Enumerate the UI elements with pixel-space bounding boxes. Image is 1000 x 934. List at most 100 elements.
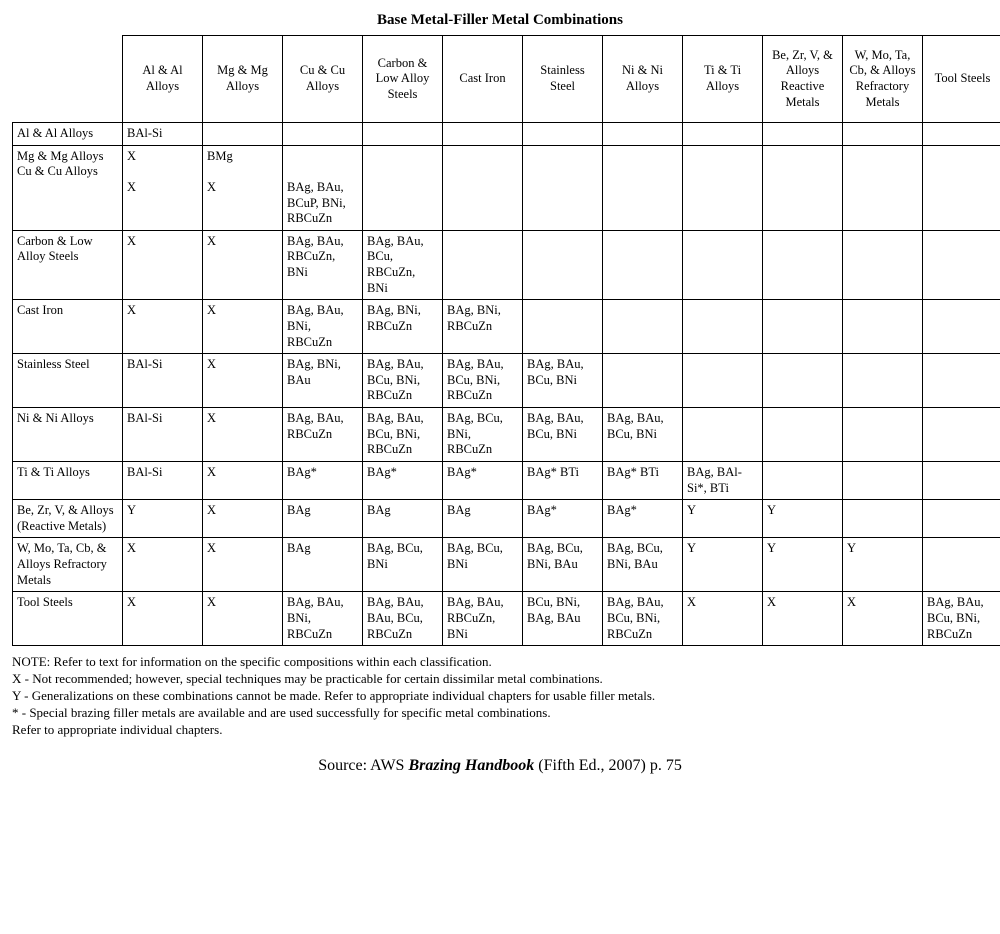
col-header: Cast Iron [443, 36, 523, 123]
table-cell [843, 354, 923, 408]
row-header: Stainless Steel [13, 354, 123, 408]
table-cell: BAg, BCu, BNi, BAu [603, 538, 683, 592]
table-cell [443, 230, 523, 300]
table-cell [443, 123, 523, 146]
table-cell: BAg, BNi, BAu [283, 354, 363, 408]
table-cell: BCu, BNi, BAg, BAu [523, 592, 603, 646]
table-row: Mg & Mg Alloys Cu & Cu AlloysX XBMg X BA… [13, 145, 1000, 230]
table-cell: BAg* BTi [603, 461, 683, 499]
table-cell [603, 123, 683, 146]
table-cell: BAg [443, 500, 523, 538]
table-cell: BAg, BAu, BCu, BNi, RBCuZn [443, 354, 523, 408]
table-cell: BAg, BCu, BNi [443, 538, 523, 592]
table-cell [763, 461, 843, 499]
table-cell [923, 461, 1000, 499]
table-cell: X [123, 538, 203, 592]
col-header: Be, Zr, V, & Alloys Reactive Metals [763, 36, 843, 123]
page-title: Base Metal-Filler Metal Combinations [12, 12, 988, 29]
table-cell: BAg, BAu, BCu, BNi [523, 408, 603, 462]
table-cell: X [203, 408, 283, 462]
table-cell: BAg, BCu, BNi [363, 538, 443, 592]
table-body: Al & Al AlloysBAl-SiMg & Mg Alloys Cu & … [13, 123, 1000, 646]
table-cell: Y [763, 500, 843, 538]
table-row: Stainless SteelBAl-SiXBAg, BNi, BAuBAg, … [13, 354, 1000, 408]
table-cell: BAg* [283, 461, 363, 499]
table-cell [443, 145, 523, 230]
col-header: W, Mo, Ta, Cb, & Alloys Refractory Metal… [843, 36, 923, 123]
table-row: Tool SteelsXXBAg, BAu, BNi, RBCuZnBAg, B… [13, 592, 1000, 646]
note-line: * - Special brazing filler metals are av… [12, 705, 988, 722]
table-cell: BAg, BNi, RBCuZn [443, 300, 523, 354]
table-cell: BAg, BAu, BCu, BNi, RBCuZn [363, 354, 443, 408]
table-cell [763, 408, 843, 462]
row-header: Mg & Mg Alloys Cu & Cu Alloys [13, 145, 123, 230]
table-cell [603, 145, 683, 230]
table-cell: BAl-Si [123, 123, 203, 146]
table-cell: BAg, BAu, BCuP, BNi, RBCuZn [283, 145, 363, 230]
table-cell [923, 500, 1000, 538]
table-cell: X [123, 300, 203, 354]
table-cell: BAg, BAu, RBCuZn, BNi [443, 592, 523, 646]
table-cell: BAg, BCu, BNi, RBCuZn [443, 408, 523, 462]
table-row: W, Mo, Ta, Cb, & Alloys Refractory Metal… [13, 538, 1000, 592]
table-cell [523, 300, 603, 354]
table-row: Ti & Ti AlloysBAl-SiXBAg*BAg*BAg*BAg* BT… [13, 461, 1000, 499]
row-header: Cast Iron [13, 300, 123, 354]
table-cell [763, 230, 843, 300]
table-cell: BAg* [523, 500, 603, 538]
table-cell: X [123, 230, 203, 300]
source-title: Brazing Handbook [408, 757, 534, 774]
table-cell: BAg* [443, 461, 523, 499]
col-header: Mg & Mg Alloys [203, 36, 283, 123]
table-cell [363, 123, 443, 146]
table-cell: X [203, 500, 283, 538]
col-header: Al & Al Alloys [123, 36, 203, 123]
table-cell [523, 230, 603, 300]
col-header: Carbon & Low Alloy Steels [363, 36, 443, 123]
table-cell: BAg, BAu, BCu, BNi [603, 408, 683, 462]
table-cell: X [203, 461, 283, 499]
table-cell [843, 123, 923, 146]
table-cell [923, 538, 1000, 592]
table-cell [603, 300, 683, 354]
table-cell: BAg [363, 500, 443, 538]
table-cell [923, 145, 1000, 230]
table-cell [763, 123, 843, 146]
header-row: Al & Al Alloys Mg & Mg Alloys Cu & Cu Al… [13, 36, 1000, 123]
row-header: Be, Zr, V, & Alloys (Reactive Metals) [13, 500, 123, 538]
note-line: Y - Generalizations on these combination… [12, 688, 988, 705]
table-cell [763, 300, 843, 354]
note-line: NOTE: Refer to text for information on t… [12, 654, 988, 671]
table-cell: BAg, BAu, BNi, RBCuZn [283, 300, 363, 354]
table-row: Be, Zr, V, & Alloys (Reactive Metals)YXB… [13, 500, 1000, 538]
table-cell [763, 354, 843, 408]
table-cell: BAg, BAu, BCu, RBCuZn, BNi [363, 230, 443, 300]
table-cell: X [763, 592, 843, 646]
table-cell: Y [123, 500, 203, 538]
table-cell: BAg, BAu, BCu, BNi, RBCuZn [923, 592, 1000, 646]
table-cell [683, 354, 763, 408]
col-header: Ni & Ni Alloys [603, 36, 683, 123]
table-cell: X [203, 354, 283, 408]
table-cell: X [203, 538, 283, 592]
source-suffix: (Fifth Ed., 2007) p. 75 [534, 757, 682, 774]
table-cell: BAl-Si [123, 354, 203, 408]
table-cell: BAg, BAu, BCu, BNi [523, 354, 603, 408]
row-header: Ni & Ni Alloys [13, 408, 123, 462]
table-cell: X [203, 592, 283, 646]
table-cell [843, 408, 923, 462]
table-cell: BAg* [363, 461, 443, 499]
table-cell [523, 145, 603, 230]
table-cell [923, 300, 1000, 354]
source-prefix: Source: AWS [318, 757, 408, 774]
table-row: Al & Al AlloysBAl-Si [13, 123, 1000, 146]
table-cell: X [203, 300, 283, 354]
table-cell: BAg* BTi [523, 461, 603, 499]
row-header: Carbon & Low Alloy Steels [13, 230, 123, 300]
table-cell [683, 123, 763, 146]
table-cell [683, 145, 763, 230]
table-cell: BAl-Si [123, 408, 203, 462]
table-cell: Y [683, 500, 763, 538]
table-cell: BAg* [603, 500, 683, 538]
table-cell: BMg X [203, 145, 283, 230]
